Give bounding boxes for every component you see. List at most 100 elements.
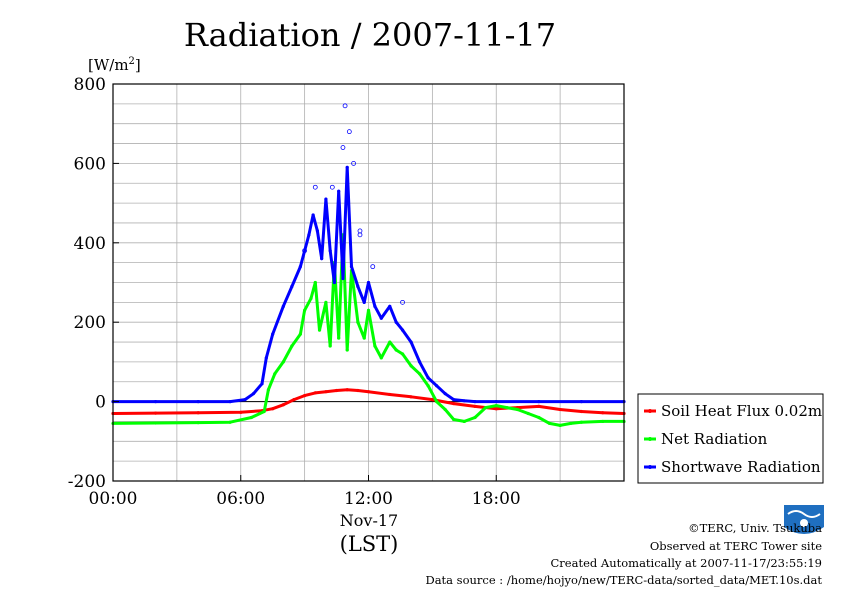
data-point xyxy=(264,356,268,360)
x-tick-label: 18:00 xyxy=(472,489,521,509)
scatter-point xyxy=(351,160,356,166)
data-point xyxy=(473,404,477,408)
data-point xyxy=(290,344,294,348)
data-point xyxy=(313,280,317,285)
data-point xyxy=(515,407,520,412)
data-point xyxy=(320,257,324,261)
data-point xyxy=(332,280,337,285)
data-point xyxy=(271,332,275,336)
series-line-1 xyxy=(112,233,624,427)
data-point xyxy=(324,390,328,394)
data-point xyxy=(153,400,158,404)
x-tick-label: 12:00 xyxy=(344,489,393,509)
credit-created: Created Automatically at 2007-11-17/23:5… xyxy=(551,556,823,570)
legend-marker xyxy=(648,465,652,469)
y-tick-label: 600 xyxy=(74,154,106,174)
credit-org: ©TERC, Univ. Tsukuba xyxy=(688,521,822,535)
data-point xyxy=(341,276,345,281)
scatter-point xyxy=(302,248,308,254)
data-point xyxy=(426,384,430,388)
data-point xyxy=(579,420,584,424)
legend-label: Soil Heat Flux 0.02m xyxy=(661,402,822,420)
scatter-point xyxy=(312,184,318,190)
data-point xyxy=(243,398,247,402)
data-point xyxy=(228,400,232,404)
data-point xyxy=(400,328,405,332)
data-point xyxy=(526,411,530,416)
data-point xyxy=(262,409,266,414)
data-point xyxy=(558,407,562,412)
data-point xyxy=(303,394,307,398)
data-point xyxy=(388,304,392,308)
data-point xyxy=(228,420,232,424)
logo-drop-icon xyxy=(800,519,808,527)
data-point xyxy=(452,417,456,422)
scatter-point xyxy=(357,228,363,234)
x-axis-date-label: Nov-17 xyxy=(340,511,398,530)
data-point xyxy=(345,388,349,392)
data-point xyxy=(356,284,360,289)
data-point xyxy=(317,328,322,332)
data-point xyxy=(337,336,341,340)
scatter-point xyxy=(329,184,335,190)
data-point xyxy=(400,352,405,356)
data-point xyxy=(409,340,413,344)
data-point xyxy=(426,376,430,380)
data-point xyxy=(388,340,392,344)
data-point xyxy=(307,233,311,237)
data-point xyxy=(462,399,466,403)
data-point xyxy=(418,360,422,364)
legend-marker xyxy=(648,409,652,413)
data-point xyxy=(373,344,377,348)
data-point xyxy=(366,390,371,394)
data-point xyxy=(153,411,158,415)
data-point xyxy=(271,407,275,411)
data-point xyxy=(379,356,383,360)
data-point xyxy=(334,388,339,393)
data-point xyxy=(418,372,422,376)
data-point xyxy=(260,382,264,386)
data-point xyxy=(281,403,285,407)
scatter-group xyxy=(302,103,405,305)
data-point xyxy=(196,411,200,415)
data-point xyxy=(266,388,271,392)
data-point xyxy=(292,398,296,402)
data-point xyxy=(558,423,562,428)
data-point xyxy=(537,415,541,420)
legend: Soil Heat Flux 0.02m Net Radiation Shortwa… xyxy=(637,393,824,484)
data-point xyxy=(579,400,584,404)
grid xyxy=(113,84,624,481)
data-point xyxy=(345,348,349,352)
data-point xyxy=(373,304,377,308)
data-point xyxy=(362,300,366,304)
data-point xyxy=(452,401,456,406)
data-point xyxy=(337,189,341,193)
data-point xyxy=(579,409,584,414)
legend-label: Shortwave Radiation xyxy=(661,458,821,476)
data-point xyxy=(196,400,200,404)
data-point xyxy=(362,336,366,340)
data-point xyxy=(251,392,256,396)
data-point xyxy=(430,398,434,402)
y-axis-ticks: 800 600 400 200 0 -200 xyxy=(68,75,119,492)
chart-title: Radiation / 2007-11-17 xyxy=(184,16,556,54)
data-point xyxy=(366,280,371,285)
y-tick-label: 800 xyxy=(74,75,106,95)
data-point xyxy=(153,421,158,425)
data-point xyxy=(273,372,277,376)
data-point xyxy=(345,165,349,169)
data-point xyxy=(366,308,371,312)
data-point xyxy=(505,405,509,410)
data-point xyxy=(462,419,466,424)
data-point xyxy=(409,364,413,368)
data-point xyxy=(494,403,498,408)
data-point xyxy=(494,407,498,411)
x-axis-label: (LST) xyxy=(340,532,399,556)
data-point xyxy=(547,421,552,426)
scatter-point xyxy=(346,129,352,135)
series-group xyxy=(111,165,626,428)
y-axis-unit: [W/m2] xyxy=(88,56,141,74)
data-point xyxy=(249,415,253,420)
data-point xyxy=(569,421,573,426)
